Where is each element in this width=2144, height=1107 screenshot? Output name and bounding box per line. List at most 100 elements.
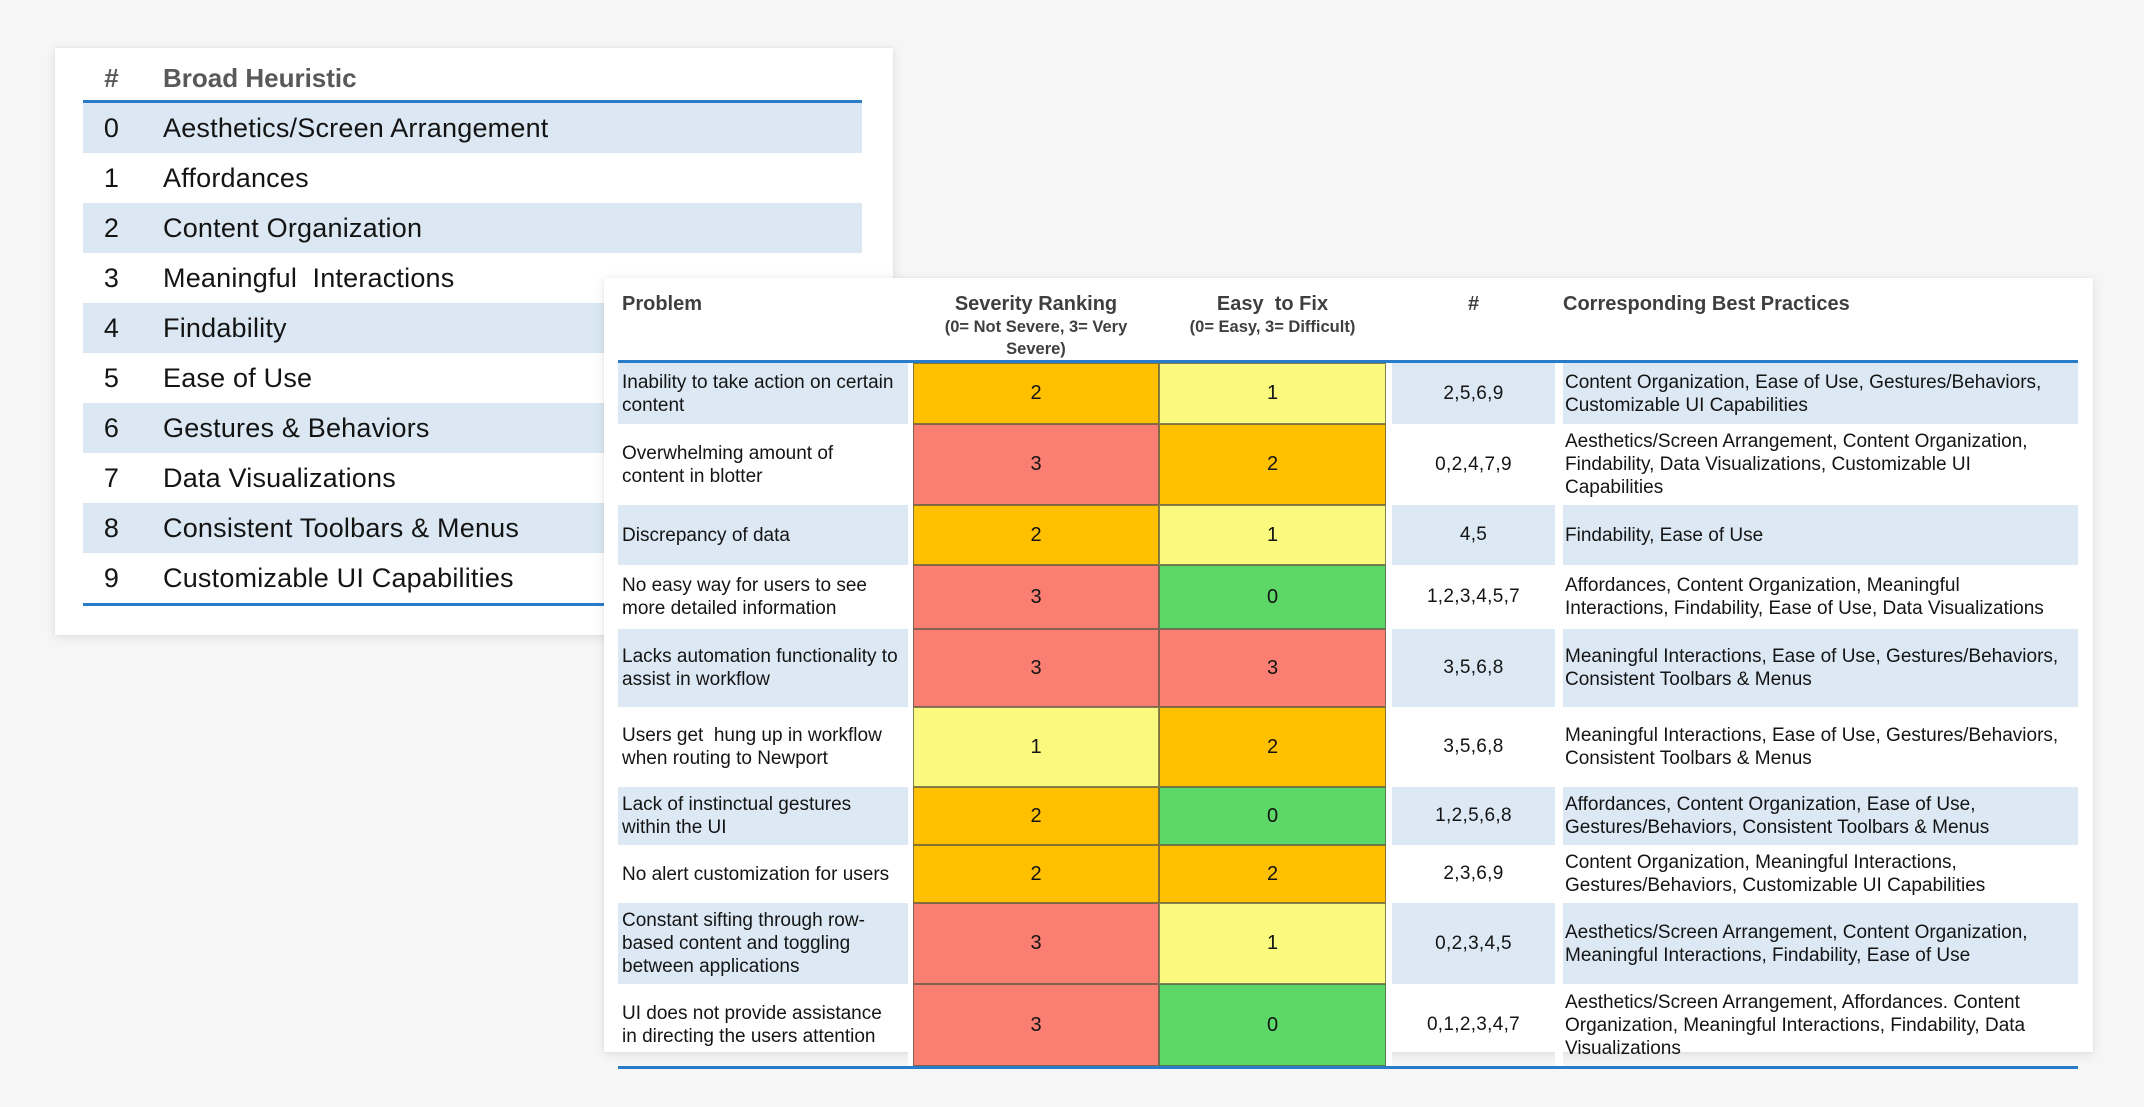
heuristics-header-num: # (104, 63, 119, 93)
heuristic-row: 3 Meaningful Interactions (83, 253, 862, 303)
severity-score-cell: 3 (913, 565, 1159, 629)
col-header-num: # (1467, 293, 1480, 315)
best-practices-cell: Meaningful Interactions, Ease of Use, Ge… (1565, 725, 2064, 769)
best-practices-cell: Meaningful Interactions, Ease of Use, Ge… (1565, 646, 2064, 690)
heuristic-numbers-cell: 1,2,5,6,8 (1435, 805, 1512, 826)
problem-text: Lack of instinctual gestures within the … (622, 794, 857, 838)
best-practices-cell: Affordances, Content Organization, Ease … (1565, 794, 1990, 838)
easy-to-fix-score-cell: 2 (1159, 845, 1386, 903)
broad-heuristics-table: # Broad Heuristic 0 Aesthetics/Screen Ar… (83, 48, 862, 606)
problem-text: No alert customization for users (622, 863, 890, 885)
easy-to-fix-score-cell: 2 (1159, 707, 1386, 787)
easy-to-fix-score-cell: 2 (1159, 424, 1386, 505)
severity-score-cell: 2 (913, 363, 1159, 424)
problem-text: Lacks automation functionality to assist… (622, 646, 903, 690)
severity-score-cell: 3 (913, 984, 1159, 1066)
best-practices-cell: Affordances, Content Organization, Meani… (1565, 575, 2044, 619)
heuristic-number: 4 (103, 312, 120, 343)
col-header-problem: Problem (622, 293, 703, 315)
easy-to-fix-score-cell: 0 (1159, 565, 1386, 629)
heuristic-numbers-cell: 0,2,3,4,5 (1435, 932, 1512, 954)
heuristic-label: Aesthetics/Screen Arrangement (163, 112, 549, 143)
problem-row: Lacks automation functionality to assist… (618, 629, 2078, 707)
heuristic-number: 8 (103, 512, 120, 543)
best-practices-cell: Aesthetics/Screen Arrangement, Content O… (1565, 431, 2033, 498)
problem-row: No alert customization for users 2 2 2,3… (618, 845, 2078, 903)
easy-to-fix-score-cell: 0 (1159, 787, 1386, 845)
heuristic-number: 3 (103, 262, 120, 293)
heuristic-numbers-cell: 2,5,6,9 (1443, 382, 1504, 404)
heuristic-number: 2 (103, 212, 120, 243)
severity-score-cell: 1 (913, 707, 1159, 787)
heuristic-row: 0 Aesthetics/Screen Arrangement (83, 103, 862, 153)
heuristic-number: 1 (103, 162, 120, 193)
best-practices-cell: Aesthetics/Screen Arrangement, Affordanc… (1565, 991, 2031, 1059)
heuristic-numbers-cell: 0,1,2,3,4,7 (1426, 1014, 1521, 1035)
severity-score-cell: 2 (913, 787, 1159, 845)
heuristic-number: 0 (103, 112, 120, 143)
problem-row: Inability to take action on certain cont… (618, 363, 2078, 424)
problem-row: Overwhelming amount of content in blotte… (618, 424, 2078, 505)
problem-row: Lack of instinctual gestures within the … (618, 787, 2078, 845)
problems-table: Problem Severity Ranking (0= Not Severe,… (618, 278, 2078, 1069)
heuristics-bottom-divider (83, 603, 862, 606)
best-practices-cell: Findability, Ease of Use (1565, 524, 1764, 546)
heuristic-row: 5 Ease of Use (83, 353, 862, 403)
best-practices-cell: Aesthetics/Screen Arrangement, Content O… (1565, 921, 2033, 966)
heuristic-label: Customizable UI Capabilities (163, 562, 514, 593)
problem-row: Users get hung up in workflow when routi… (618, 707, 2078, 787)
heuristic-numbers-cell: 3,5,6,8 (1443, 657, 1504, 678)
col-header-best-practices: Corresponding Best Practices (1563, 293, 1850, 315)
heuristics-rows: 0 Aesthetics/Screen Arrangement 1 Afford… (83, 103, 862, 603)
best-practices-cell: Content Organization, Meaningful Interac… (1565, 852, 1986, 896)
col-header-easy: Easy to Fix (0= Easy, 3= Difficult) (1159, 292, 1386, 360)
problems-bottom-divider (618, 1066, 2078, 1069)
severity-score-cell: 2 (913, 505, 1159, 565)
severity-score-cell: 3 (913, 424, 1159, 505)
severity-score-cell: 2 (913, 845, 1159, 903)
problem-row: Discrepancy of data 2 1 4,5 Findability,… (618, 505, 2078, 565)
easy-to-fix-score-cell: 1 (1159, 363, 1386, 424)
heuristic-numbers-cell: 3,5,6,8 (1443, 736, 1504, 757)
heuristic-label: Meaningful Interactions (163, 262, 455, 293)
problem-row: Constant sifting through row-based conte… (618, 903, 2078, 984)
heuristics-header-label: Broad Heuristic (163, 63, 357, 93)
problem-text: Constant sifting through row-based conte… (622, 910, 865, 977)
problems-header-row: Problem Severity Ranking (0= Not Severe,… (618, 278, 2078, 360)
heuristic-numbers-cell: 2,3,6,9 (1443, 863, 1504, 884)
problem-text: Users get hung up in workflow when routi… (622, 725, 888, 769)
heuristic-row: 1 Affordances (83, 153, 862, 203)
col-header-severity: Severity Ranking (0= Not Severe, 3= Very… (913, 292, 1159, 360)
heuristic-label: Ease of Use (163, 362, 313, 393)
heuristic-number: 5 (103, 362, 120, 393)
easy-to-fix-score-cell: 1 (1159, 505, 1386, 565)
heuristic-number: 7 (103, 462, 120, 493)
severity-score-cell: 3 (913, 629, 1159, 707)
easy-to-fix-score-cell: 3 (1159, 629, 1386, 707)
severity-score-cell: 3 (913, 903, 1159, 984)
easy-to-fix-score-cell: 0 (1159, 984, 1386, 1066)
heuristics-header-row: # Broad Heuristic (83, 48, 862, 100)
heuristic-label: Content Organization (163, 212, 423, 243)
heuristic-row: 7 Data Visualizations (83, 453, 862, 503)
problem-row: No easy way for users to see more detail… (618, 565, 2078, 629)
problem-text: Discrepancy of data (622, 524, 790, 546)
heuristic-row: 9 Customizable UI Capabilities (83, 553, 862, 603)
heuristic-number: 9 (103, 562, 120, 593)
heuristic-numbers-cell: 1,2,3,4,5,7 (1426, 586, 1521, 607)
problem-text: No easy way for users to see more detail… (622, 575, 873, 619)
heuristic-label: Data Visualizations (163, 462, 396, 493)
heuristic-numbers-cell: 0,2,4,7,9 (1435, 453, 1512, 475)
col-header-severity-scale: (0= Not Severe, 3= Very Severe) (944, 318, 1132, 358)
problems-card: Problem Severity Ranking (0= Not Severe,… (604, 278, 2093, 1069)
problem-row: UI does not provide assistance in direct… (618, 984, 2078, 1066)
heuristic-label: Findability (163, 312, 287, 343)
problem-text: Overwhelming amount of content in blotte… (622, 442, 839, 487)
col-header-easy-scale: (0= Easy, 3= Difficult) (1189, 318, 1356, 336)
heuristic-label: Affordances (163, 162, 309, 193)
easy-to-fix-score-cell: 1 (1159, 903, 1386, 984)
problems-header-divider (618, 360, 2078, 363)
problem-text: UI does not provide assistance in direct… (622, 1003, 888, 1047)
heuristic-number: 6 (103, 412, 120, 443)
